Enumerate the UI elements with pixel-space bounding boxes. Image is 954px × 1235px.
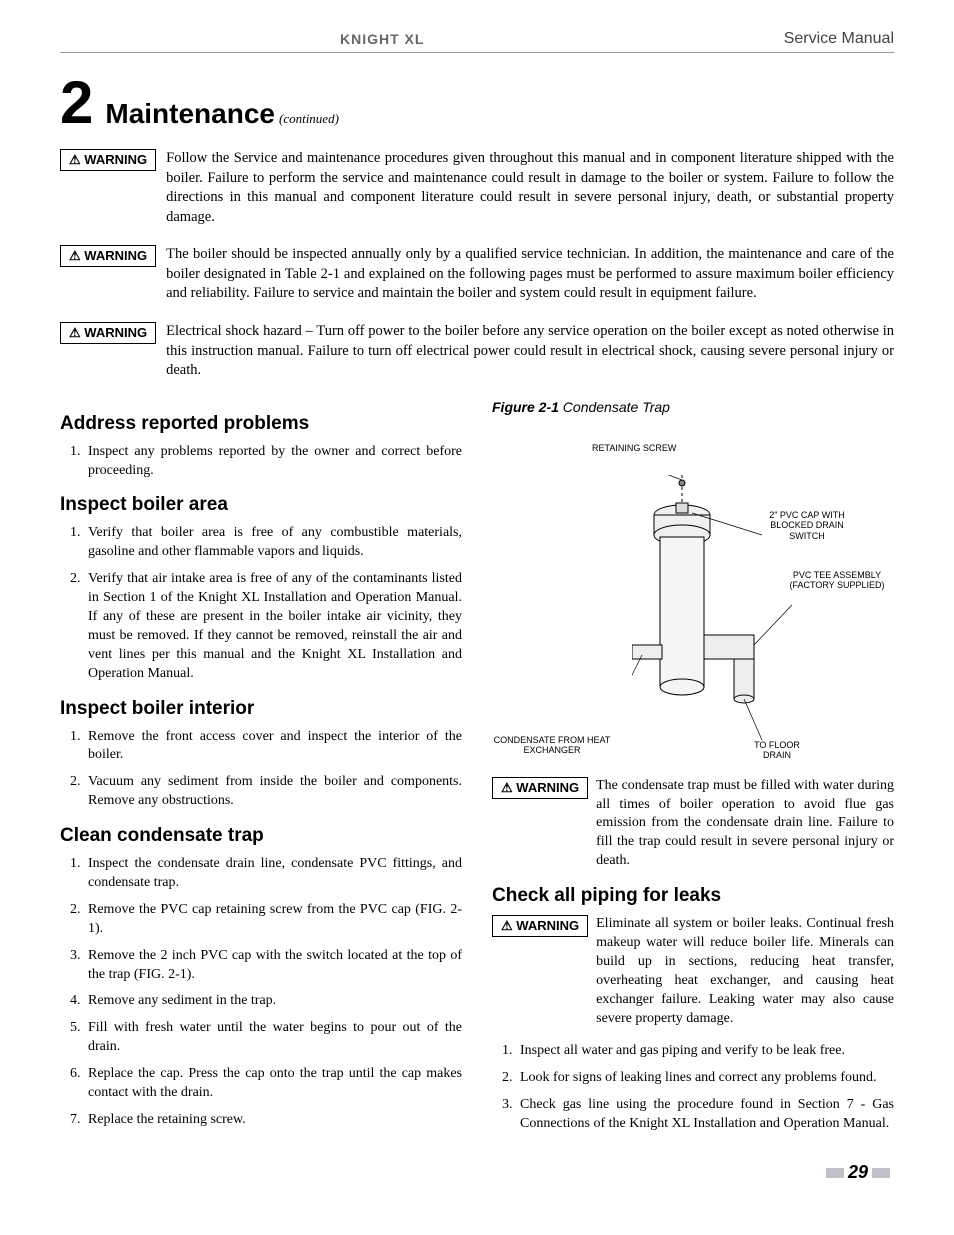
list-item: Check gas line using the procedure found… (516, 1096, 894, 1134)
right-column: Figure 2-1 Condensate Trap (492, 399, 894, 1142)
list-item: Inspect the condensate drain line, conde… (84, 855, 462, 893)
warning-badge: WARNING (60, 149, 156, 171)
list-item: Look for signs of leaking lines and corr… (516, 1069, 894, 1088)
heading-check-piping: Check all piping for leaks (492, 885, 894, 907)
heading-address-problems: Address reported problems (60, 413, 462, 435)
figure-caption: Figure 2-1 Condensate Trap (492, 399, 894, 415)
label-to-floor: TO FLOOR DRAIN (742, 740, 812, 762)
list-item: Replace the retaining screw. (84, 1111, 462, 1130)
warning-row-3: WARNING Electrical shock hazard – Turn o… (60, 322, 894, 381)
label-pvc-cap: 2" PVC CAP WITH BLOCKED DRAIN SWITCH (752, 510, 862, 542)
list-item: Inspect all water and gas piping and ver… (516, 1042, 894, 1061)
warning-text-1: Follow the Service and maintenance proce… (166, 149, 894, 227)
list-item: Inspect any problems reported by the own… (84, 443, 462, 481)
heading-inspect-area: Inspect boiler area (60, 494, 462, 516)
header-bar: KNIGHT XL Service Manual (60, 30, 894, 53)
list-item: Verify that boiler area is free of any c… (84, 524, 462, 562)
warning-trap-text: The condensate trap must be filled with … (596, 777, 894, 871)
chapter-title: 2 Maintenance (continued) (60, 73, 894, 133)
list-inspect-interior: Remove the front access cover and inspec… (60, 728, 462, 812)
label-condensate-from: CONDENSATE FROM HEAT EXCHANGER (492, 735, 612, 757)
warning-row-1: WARNING Follow the Service and maintenan… (60, 149, 894, 227)
heading-clean-trap: Clean condensate trap (60, 825, 462, 847)
figure-title: Condensate Trap (563, 399, 670, 415)
warning-text-3: Electrical shock hazard – Turn off power… (166, 322, 894, 381)
chapter-name: Maintenance (105, 98, 275, 129)
chapter-number: 2 (60, 73, 93, 133)
list-item: Remove any sediment in the trap. (84, 992, 462, 1011)
warning-piping-row: WARNING Eliminate all system or boiler l… (492, 915, 894, 1028)
list-clean-trap: Inspect the condensate drain line, conde… (60, 855, 462, 1130)
two-column-layout: Address reported problems Inspect any pr… (60, 399, 894, 1142)
list-item: Remove the 2 inch PVC cap with the switc… (84, 947, 462, 985)
list-item: Verify that air intake area is free of a… (84, 570, 462, 683)
logo: KNIGHT XL (340, 31, 424, 47)
warning-badge: WARNING (60, 322, 156, 344)
list-inspect-area: Verify that boiler area is free of any c… (60, 524, 462, 683)
list-item: Replace the cap. Press the cap onto the … (84, 1065, 462, 1103)
label-retaining-screw: RETAINING SCREW (592, 443, 676, 454)
warning-row-2: WARNING The boiler should be inspected a… (60, 245, 894, 304)
left-column: Address reported problems Inspect any pr… (60, 399, 462, 1142)
list-item: Fill with fresh water until the water be… (84, 1019, 462, 1057)
warning-badge: WARNING (492, 777, 588, 799)
header-right: Service Manual (784, 30, 894, 48)
list-check-piping: Inspect all water and gas piping and ver… (492, 1042, 894, 1134)
page-number: 29 (60, 1162, 894, 1183)
list-address-problems: Inspect any problems reported by the own… (60, 443, 462, 481)
warning-text-2: The boiler should be inspected annually … (166, 245, 894, 304)
warning-badge: WARNING (492, 915, 588, 937)
list-item: Remove the front access cover and inspec… (84, 728, 462, 766)
heading-inspect-interior: Inspect boiler interior (60, 698, 462, 720)
chapter-continued: (continued) (279, 111, 339, 126)
warning-badge: WARNING (60, 245, 156, 267)
list-item: Remove the PVC cap retaining screw from … (84, 901, 462, 939)
condensate-trap-diagram: RETAINING SCREW 2" PVC CAP WITH BLOCKED … (492, 425, 894, 765)
list-item: Vacuum any sediment from inside the boil… (84, 773, 462, 811)
warning-trap-row: WARNING The condensate trap must be fill… (492, 777, 894, 871)
figure-label: Figure 2-1 (492, 399, 559, 415)
label-tee-assembly: PVC TEE ASSEMBLY (FACTORY SUPPLIED) (782, 570, 892, 592)
warning-piping-text: Eliminate all system or boiler leaks. Co… (596, 915, 894, 1028)
